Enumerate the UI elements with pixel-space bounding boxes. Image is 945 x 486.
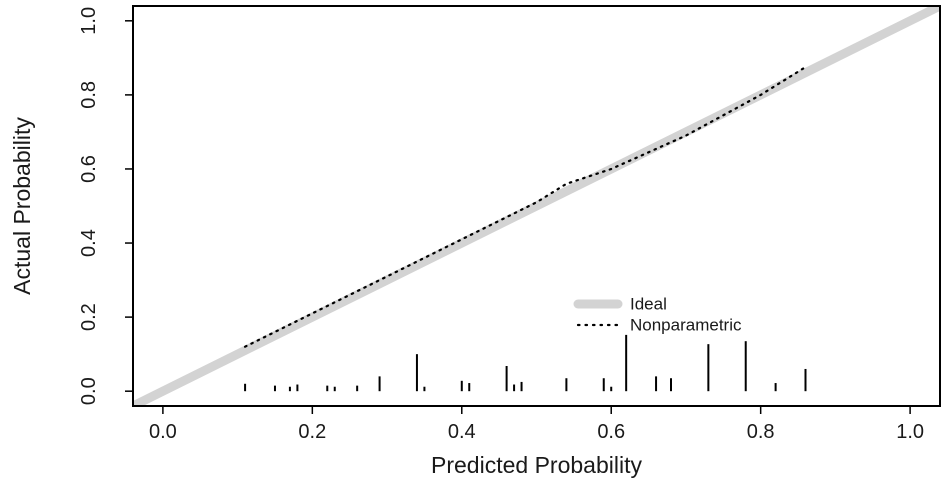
legend: Ideal Nonparametric [573, 295, 742, 335]
rug-layer [244, 334, 807, 392]
x-tick-label: 0.2 [298, 421, 326, 443]
x-axis-label: Predicted Probability [431, 452, 642, 478]
y-tick-label: 0.0 [78, 377, 100, 405]
y-axis-label: Actual Probability [9, 117, 35, 295]
y-axis: 0.0 0.2 0.4 0.6 0.8 1.0 [78, 7, 133, 405]
series-line-nonparametric [244, 65, 807, 348]
y-tick-label: 0.8 [78, 81, 100, 109]
y-tick-label: 0.2 [78, 303, 100, 331]
series-layer [133, 6, 940, 406]
y-tick-label: 0.4 [78, 229, 100, 257]
x-tick-label: 0.6 [597, 421, 625, 443]
y-tick-label: 0.6 [78, 155, 100, 183]
series-line-ideal [133, 6, 940, 406]
y-tick-label: 1.0 [78, 7, 100, 35]
legend-label-nonparametric: Nonparametric [630, 316, 742, 335]
x-tick-label: 0.4 [448, 421, 476, 443]
legend-label-ideal: Ideal [630, 295, 667, 314]
x-tick-label: 1.0 [896, 421, 924, 443]
plot-frame [132, 5, 941, 407]
x-tick-label: 0.8 [747, 421, 775, 443]
x-axis: 0.0 0.2 0.4 0.6 0.8 1.0 [149, 406, 924, 443]
x-tick-label: 0.0 [149, 421, 177, 443]
